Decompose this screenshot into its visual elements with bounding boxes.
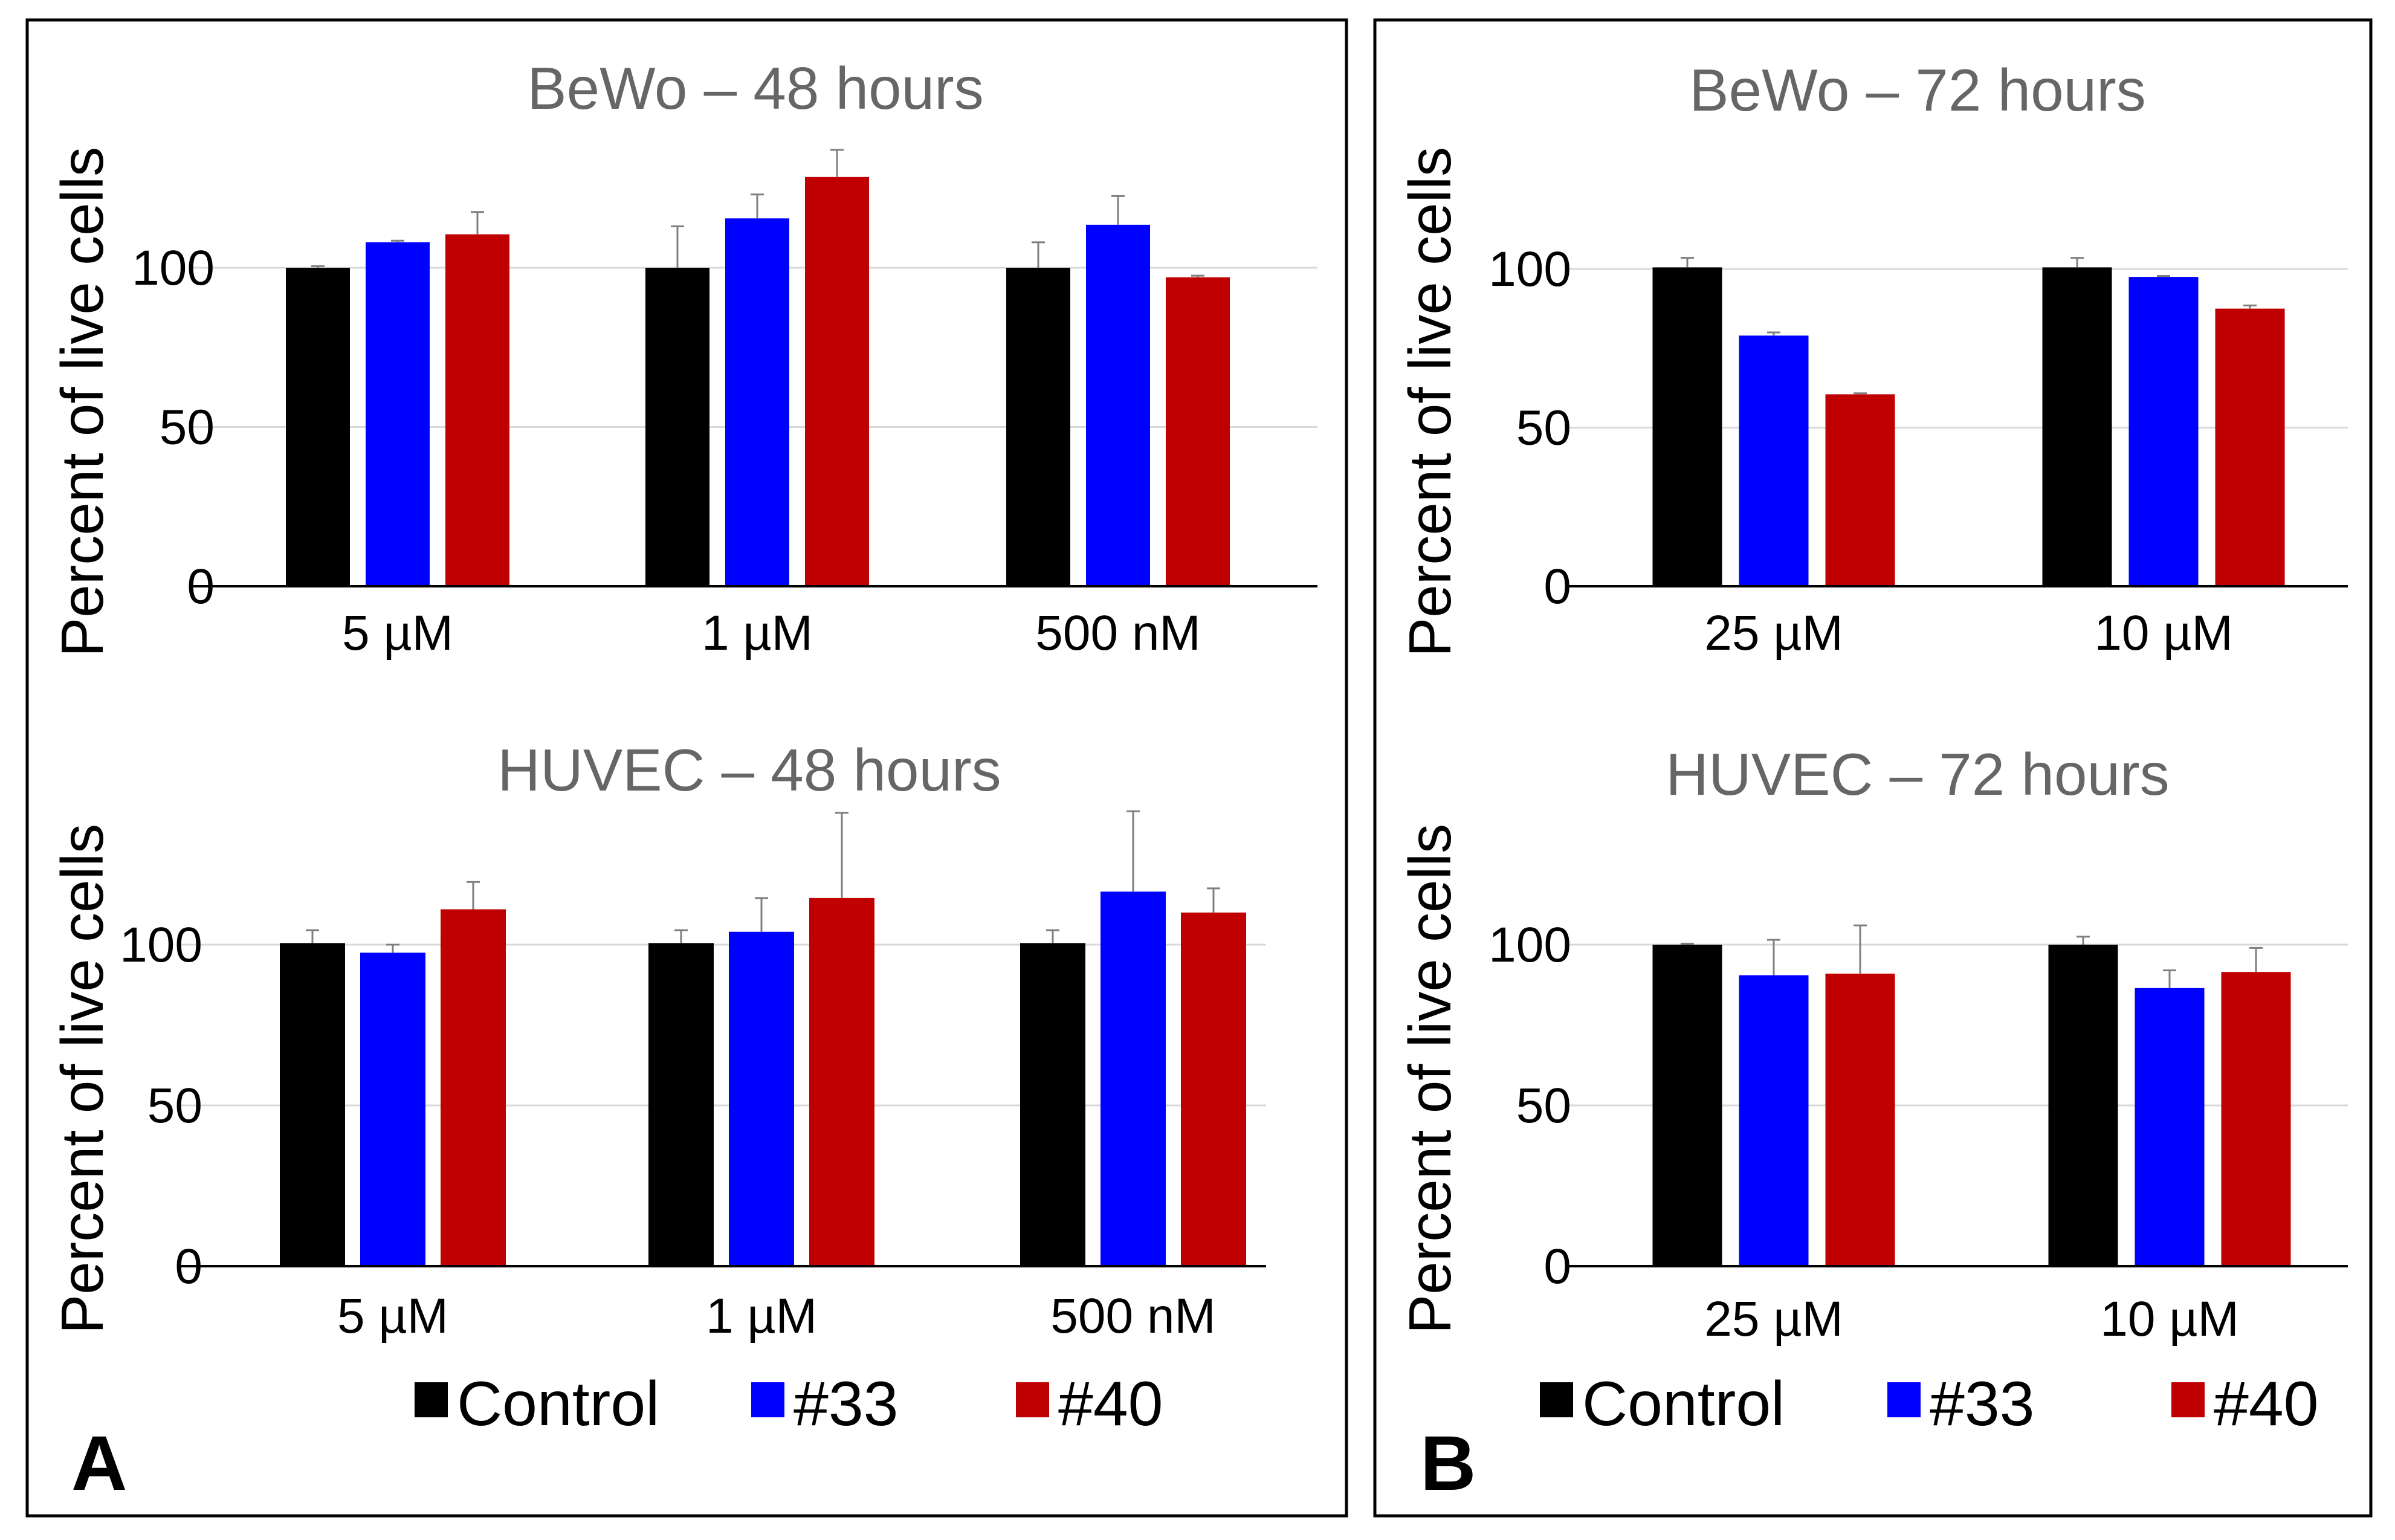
bar (1166, 277, 1230, 586)
x-tick-label: 25 µM (1704, 1292, 1843, 1347)
y-tick-label: 100 (132, 241, 215, 296)
bar (2042, 267, 2112, 586)
panel-b-frame (1373, 18, 2373, 1518)
legend-swatch-control (415, 1382, 448, 1417)
chart-title: HUVEC – 48 hours (497, 737, 1001, 803)
y-tick-label: 100 (120, 917, 202, 972)
legend-swatch-33 (1887, 1382, 1921, 1417)
chart-title: BeWo – 72 hours (1689, 57, 2145, 123)
legend-label-40: #40 (1058, 1369, 1163, 1439)
bar (441, 909, 506, 1266)
bar (366, 242, 430, 587)
bar (1006, 268, 1070, 586)
y-tick-label: 50 (160, 400, 215, 455)
bar (1020, 943, 1085, 1266)
panel-a-frame (25, 18, 1348, 1518)
chart-title: BeWo – 48 hours (527, 55, 983, 121)
bar (725, 218, 789, 586)
x-tick-label: 500 nM (1035, 606, 1201, 661)
y-axis-label: Percent of live cells (1397, 147, 1463, 657)
x-tick-label: 25 µM (1704, 606, 1843, 661)
bar (1101, 891, 1166, 1266)
bar (1652, 267, 1722, 586)
bar (2215, 308, 2285, 586)
y-tick-label: 50 (1516, 1078, 1571, 1133)
bar (809, 898, 874, 1266)
panel-a-letter: A (71, 1420, 127, 1507)
bar (280, 943, 345, 1266)
bar (445, 234, 509, 586)
bar (805, 176, 869, 586)
bar (1181, 912, 1246, 1266)
legend-swatch-control (1540, 1382, 1573, 1417)
legend-label-33: #33 (1930, 1369, 2035, 1439)
legend-swatch-40 (2171, 1382, 2205, 1417)
bar (1086, 224, 1150, 587)
x-tick-label: 10 µM (2094, 606, 2233, 661)
bar (1652, 945, 1722, 1266)
bar (648, 943, 714, 1266)
bar (1825, 394, 1895, 586)
bar (1739, 335, 1809, 586)
y-tick-label: 100 (1488, 917, 1571, 972)
legend-label-control: Control (1582, 1369, 1785, 1439)
bar (286, 268, 350, 586)
bar (360, 953, 425, 1266)
y-axis-label: Percent of live cells (1397, 824, 1463, 1334)
x-tick-label: 5 µM (342, 606, 453, 661)
legend-label-33: #33 (793, 1369, 899, 1439)
y-axis-label: Percent of live cells (49, 824, 115, 1334)
bar (645, 268, 709, 586)
x-tick-label: 10 µM (2100, 1292, 2239, 1347)
bar (729, 931, 794, 1266)
bar (2221, 972, 2291, 1266)
panel-b-letter: B (1420, 1420, 1476, 1507)
x-tick-label: 5 µM (337, 1289, 448, 1344)
y-tick-label: 50 (1516, 401, 1571, 456)
x-tick-label: 1 µM (706, 1289, 817, 1344)
y-axis-label: Percent of live cells (49, 147, 115, 657)
legend-swatch-33 (751, 1382, 784, 1417)
legend-swatch-40 (1016, 1382, 1049, 1417)
bar (1739, 975, 1809, 1266)
y-tick-label: 100 (1488, 242, 1571, 297)
chart-title: HUVEC – 72 hours (1666, 741, 2169, 807)
bar (2048, 945, 2118, 1266)
bar (2128, 277, 2199, 586)
bar (1825, 973, 1895, 1266)
panel-a-legend: Control #33 #40 A (71, 1369, 1163, 1507)
x-tick-label: 500 nM (1050, 1289, 1216, 1344)
x-tick-label: 1 µM (702, 606, 813, 661)
legend-label-control: Control (457, 1369, 659, 1439)
panel-b-legend: Control #33 #40 B (1420, 1369, 2319, 1507)
legend-label-40: #40 (2214, 1369, 2319, 1439)
bar (2135, 988, 2205, 1266)
y-tick-label: 50 (147, 1078, 202, 1133)
